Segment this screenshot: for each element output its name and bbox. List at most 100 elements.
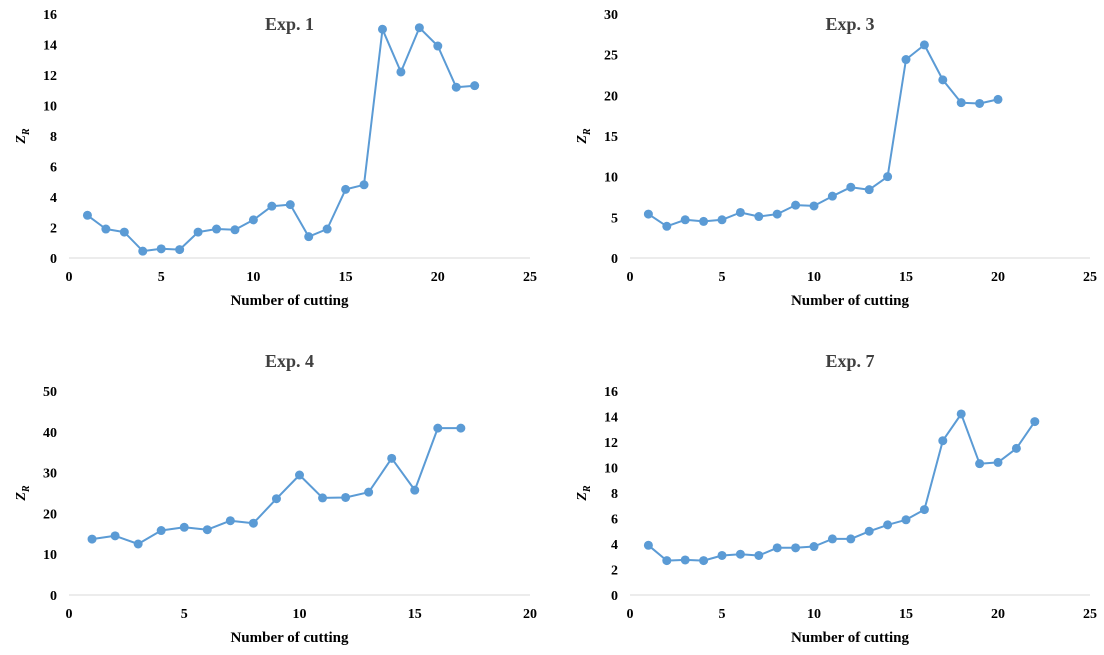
data-point: [212, 224, 222, 234]
x-tick-label: 0: [66, 270, 73, 285]
x-tick-label: 5: [719, 607, 726, 622]
data-point: [717, 215, 727, 225]
y-axis-title: ZR: [575, 128, 593, 145]
data-point: [133, 539, 143, 549]
x-tick-label: 5: [719, 270, 726, 285]
data-point: [846, 534, 856, 544]
data-point: [735, 207, 745, 217]
y-tick-label: 12: [604, 436, 618, 451]
x-axis-title: Number of cutting: [230, 293, 349, 309]
y-tick-label: 50: [43, 385, 57, 400]
data-point: [975, 98, 985, 108]
data-point: [662, 556, 672, 566]
data-point: [175, 245, 185, 255]
data-point: [387, 453, 397, 463]
y-axis-title-subscript: R: [21, 485, 32, 493]
y-axis-title-main: Z: [14, 492, 29, 502]
y-axis-title-subscript: R: [582, 128, 593, 136]
x-tick-label: 20: [523, 607, 537, 622]
data-point: [956, 409, 966, 419]
data-point: [156, 244, 166, 254]
chart-3: Exp. 4 0 10 20 30 40 50 0 5 10 15 20 Number of cutti…: [14, 351, 537, 646]
y-tick-label: 10: [43, 548, 57, 563]
data-point: [82, 210, 92, 220]
data-point: [754, 212, 764, 222]
data-point: [271, 494, 281, 504]
x-tick-label: 10: [807, 607, 821, 622]
data-point: [956, 98, 966, 108]
y-tick-label: 40: [43, 426, 57, 441]
y-tick-label: 20: [604, 89, 618, 104]
x-tick-label: 0: [66, 607, 73, 622]
x-axis-title: Number of cutting: [791, 293, 910, 309]
data-point: [470, 81, 480, 91]
data-point: [248, 518, 258, 528]
data-point: [643, 209, 653, 219]
data-point: [87, 534, 97, 544]
x-axis-title: Number of cutting: [230, 630, 349, 646]
data-point: [827, 191, 837, 201]
x-tick-label: 0: [627, 607, 634, 622]
data-point: [433, 423, 443, 433]
y-tick-label: 16: [604, 385, 618, 400]
y-axis-title: ZR: [14, 485, 32, 502]
y-axis-title: ZR: [575, 485, 593, 502]
y-axis-title-main: Z: [575, 135, 590, 145]
data-point: [1030, 417, 1040, 427]
chart-title: Exp. 7: [825, 351, 874, 371]
data-point: [202, 525, 212, 535]
data-point: [193, 227, 203, 237]
data-point: [717, 550, 727, 560]
y-tick-label: 5: [611, 211, 618, 226]
data-point: [322, 224, 332, 234]
data-point: [377, 24, 387, 34]
data-point: [883, 172, 893, 182]
data-point: [809, 201, 819, 211]
y-tick-label: 0: [50, 589, 57, 604]
data-point: [267, 201, 277, 211]
data-point: [179, 522, 189, 532]
series-line: [86, 26, 475, 253]
y-tick-label: 10: [604, 171, 618, 186]
data-point: [680, 215, 690, 225]
data-point: [304, 232, 314, 242]
x-tick-label: 25: [1083, 270, 1097, 285]
x-tick-label: 10: [246, 270, 260, 285]
data-point: [359, 180, 369, 190]
x-tick-label: 0: [627, 270, 634, 285]
data-point: [791, 543, 801, 553]
data-point: [662, 221, 672, 231]
x-tick-label: 10: [807, 270, 821, 285]
y-tick-label: 2: [50, 222, 57, 237]
x-tick-label: 10: [293, 607, 307, 622]
data-point: [295, 470, 304, 480]
series-line: [647, 43, 999, 228]
y-tick-label: 30: [43, 467, 57, 482]
data-point: [248, 215, 258, 225]
data-point: [772, 209, 782, 219]
data-point: [827, 534, 837, 544]
data-point: [864, 185, 874, 195]
x-tick-label: 25: [1083, 607, 1097, 622]
data-point: [341, 492, 351, 502]
chart-title: Exp. 3: [825, 14, 874, 34]
y-axis-title-subscript: R: [582, 485, 593, 493]
data-point: [993, 94, 1003, 104]
data-point: [396, 67, 406, 77]
x-tick-label: 15: [899, 270, 913, 285]
y-tick-label: 8: [611, 487, 618, 502]
data-point: [101, 224, 111, 234]
x-tick-label: 5: [158, 270, 165, 285]
y-tick-label: 4: [50, 191, 57, 206]
data-point: [225, 516, 235, 526]
data-point: [791, 200, 801, 210]
data-point: [901, 515, 911, 525]
data-point: [883, 520, 893, 530]
data-point: [643, 540, 653, 550]
x-tick-label: 15: [408, 607, 422, 622]
data-point: [285, 200, 295, 210]
x-axis-title: Number of cutting: [791, 630, 910, 646]
data-point: [864, 526, 874, 536]
x-tick-label: 15: [339, 270, 353, 285]
